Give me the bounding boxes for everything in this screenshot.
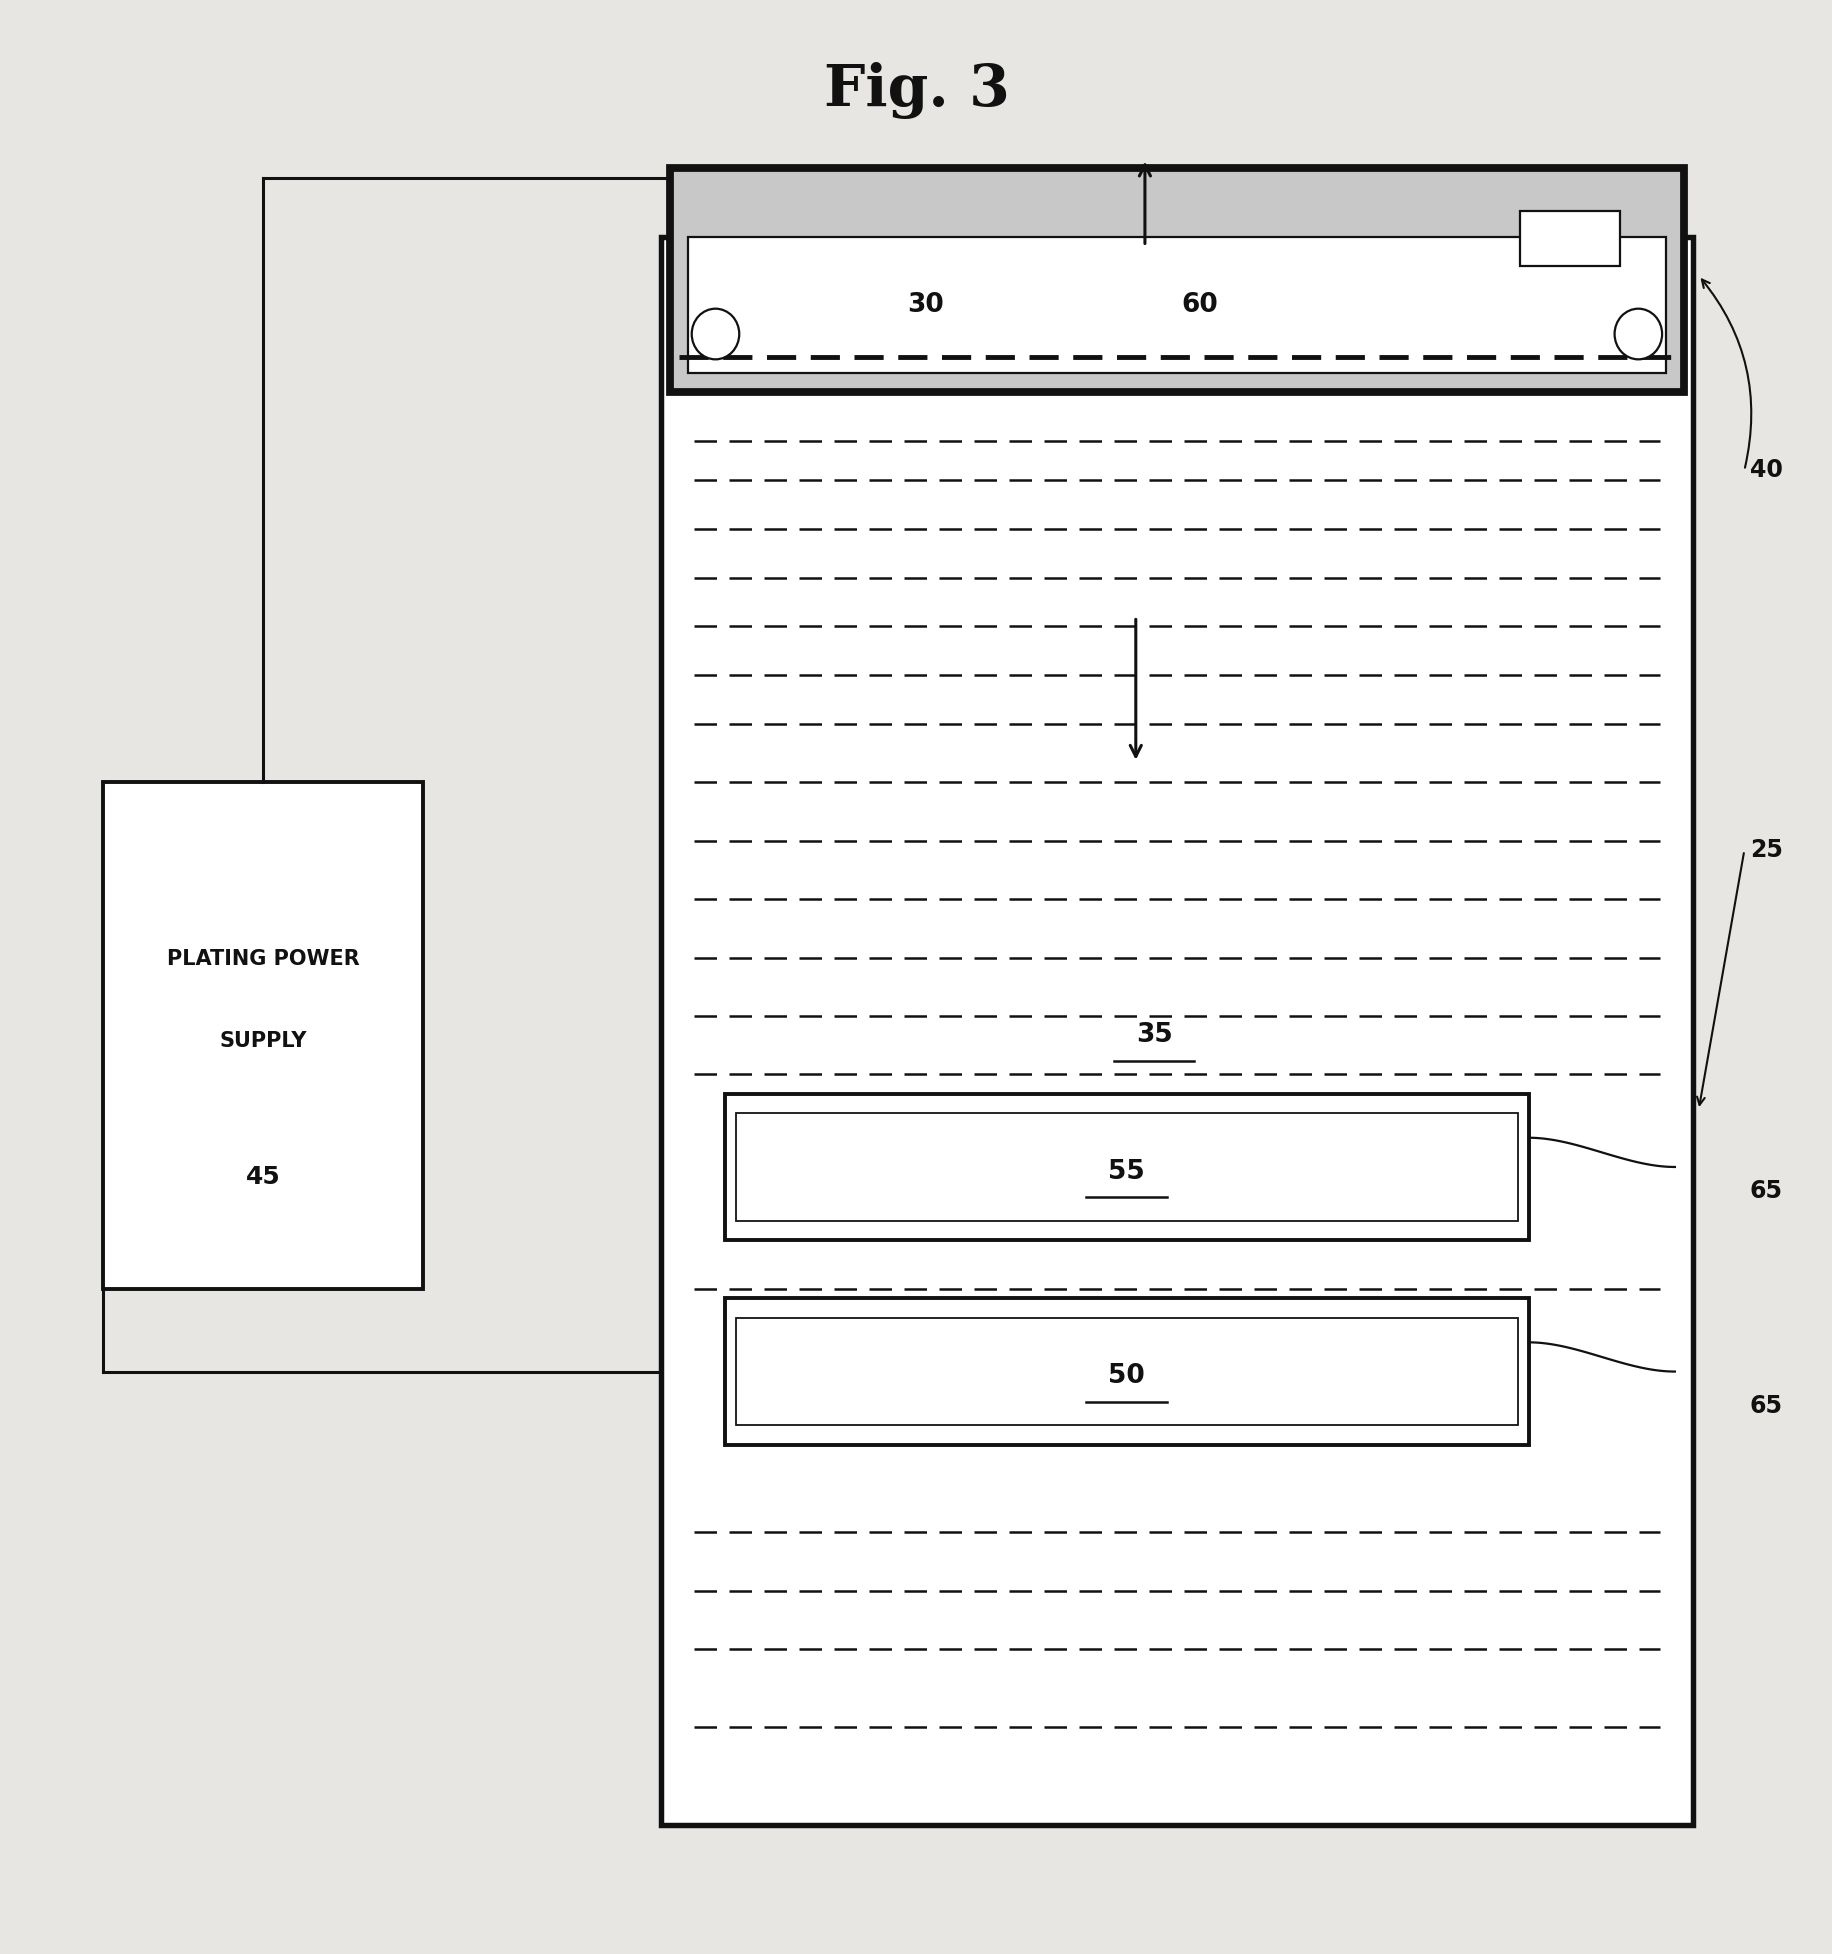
Circle shape <box>691 309 738 360</box>
Bar <box>1519 211 1619 266</box>
Bar <box>660 236 1693 1825</box>
Text: 30: 30 <box>907 291 943 319</box>
Circle shape <box>1614 309 1662 360</box>
Text: 65: 65 <box>1750 1393 1783 1419</box>
Text: 40: 40 <box>1750 459 1783 483</box>
Text: 55: 55 <box>1108 1159 1145 1184</box>
Bar <box>103 782 423 1290</box>
Text: 25: 25 <box>1750 838 1783 862</box>
Bar <box>687 236 1665 373</box>
Text: 50: 50 <box>1108 1364 1145 1389</box>
Bar <box>669 168 1684 393</box>
Text: 60: 60 <box>1182 291 1218 319</box>
Bar <box>735 1319 1517 1424</box>
Text: SUPPLY: SUPPLY <box>220 1030 306 1051</box>
Text: 35: 35 <box>1136 1022 1172 1049</box>
Text: 45: 45 <box>245 1165 280 1190</box>
Text: Fig. 3: Fig. 3 <box>823 63 1009 119</box>
Bar <box>724 1299 1528 1444</box>
Text: PLATING POWER: PLATING POWER <box>167 950 359 969</box>
Bar <box>724 1094 1528 1241</box>
Bar <box>735 1114 1517 1221</box>
Text: 65: 65 <box>1750 1180 1783 1204</box>
